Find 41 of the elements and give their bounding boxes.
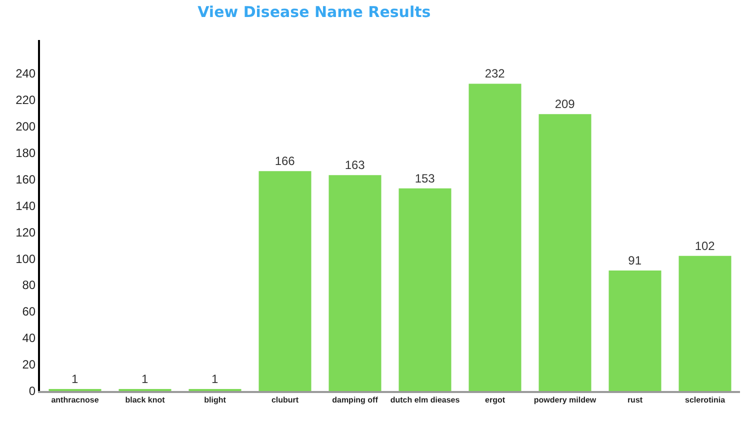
data-label: 1: [212, 372, 218, 386]
data-label: 209: [554, 97, 576, 112]
bar: [608, 270, 662, 391]
data-label: 232: [484, 66, 506, 81]
bar: [328, 175, 382, 391]
x-tick-label: ergot: [485, 396, 506, 405]
y-tick-label: 240: [16, 66, 36, 80]
x-tick-label: blight: [204, 396, 226, 405]
y-tick-label: 100: [16, 252, 36, 266]
data-label: 163: [344, 158, 366, 172]
data-label: 153: [414, 171, 436, 186]
x-tick-label: black knot: [125, 396, 166, 405]
bar: [258, 171, 312, 391]
data-label: 102: [694, 238, 716, 253]
x-tick-label: powdery mildew: [534, 396, 597, 405]
y-tick-label: 0: [28, 384, 36, 398]
y-tick-label: 40: [22, 331, 36, 346]
bar: [538, 114, 592, 391]
data-label: 166: [274, 154, 296, 168]
y-tick-label: 60: [22, 304, 36, 319]
y-tick-label: 140: [16, 198, 36, 213]
data-label: 91: [628, 253, 642, 268]
y-tick-label: 180: [16, 146, 36, 160]
y-tick-label: 120: [16, 225, 36, 240]
y-tick-label: 20: [22, 358, 36, 372]
y-tick-label: 160: [16, 172, 36, 186]
data-label: 1: [142, 372, 148, 386]
x-tick-label: damping off: [332, 396, 378, 405]
x-tick-label: rust: [627, 396, 643, 405]
y-tick-label: 80: [22, 278, 36, 292]
x-tick-label: anthracnose: [51, 396, 100, 405]
x-tick-label: sclerotinia: [684, 396, 726, 405]
bar: [468, 84, 522, 391]
y-tick-label: 220: [16, 92, 36, 107]
chart-title: View Disease Name Results: [198, 2, 431, 21]
bar: [678, 256, 732, 391]
x-tick-label: dutch elm dieases: [390, 396, 460, 405]
data-label: 1: [72, 372, 78, 386]
bar: [398, 188, 452, 391]
y-tick-label: 200: [16, 119, 36, 134]
x-tick-label: cluburt: [271, 396, 299, 405]
